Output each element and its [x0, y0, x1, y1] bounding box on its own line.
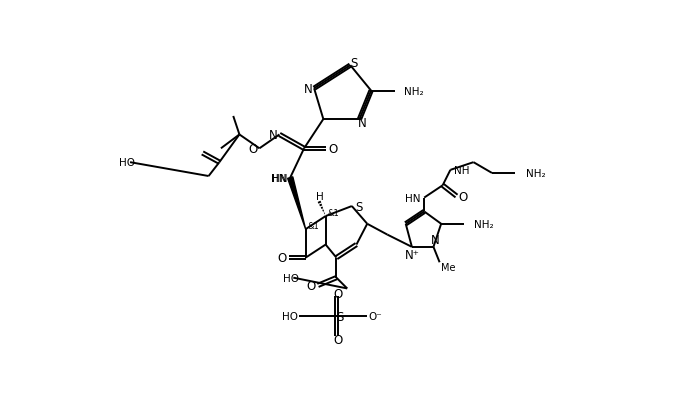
Text: O: O [328, 142, 337, 155]
Text: Me: Me [441, 262, 456, 272]
Text: O: O [277, 252, 287, 265]
Text: O: O [248, 142, 258, 155]
Text: O: O [459, 190, 468, 203]
Text: HO: HO [119, 158, 135, 168]
Text: HO: HO [282, 311, 298, 321]
Text: O: O [333, 287, 343, 300]
Text: HN: HN [405, 193, 421, 203]
Text: N: N [430, 233, 439, 246]
Text: S: S [355, 200, 362, 213]
Text: NH₂: NH₂ [404, 86, 424, 96]
Text: N: N [269, 128, 278, 142]
Text: N: N [303, 83, 312, 96]
Text: S: S [350, 57, 358, 70]
Text: HN: HN [271, 173, 287, 183]
Text: O⁻: O⁻ [369, 311, 382, 321]
Text: NH: NH [455, 166, 470, 175]
Text: NH₂: NH₂ [474, 219, 494, 229]
Text: O: O [306, 279, 316, 292]
Text: HO: HO [282, 273, 298, 283]
Text: &1: &1 [328, 208, 339, 217]
Polygon shape [287, 178, 305, 229]
Text: HN: HN [271, 173, 287, 183]
Text: &1: &1 [308, 221, 320, 230]
Text: NH₂: NH₂ [526, 169, 545, 178]
Text: O: O [333, 333, 343, 346]
Text: H: H [316, 191, 323, 202]
Text: S: S [337, 310, 344, 323]
Text: N⁺: N⁺ [405, 248, 419, 261]
Text: N: N [357, 116, 366, 129]
